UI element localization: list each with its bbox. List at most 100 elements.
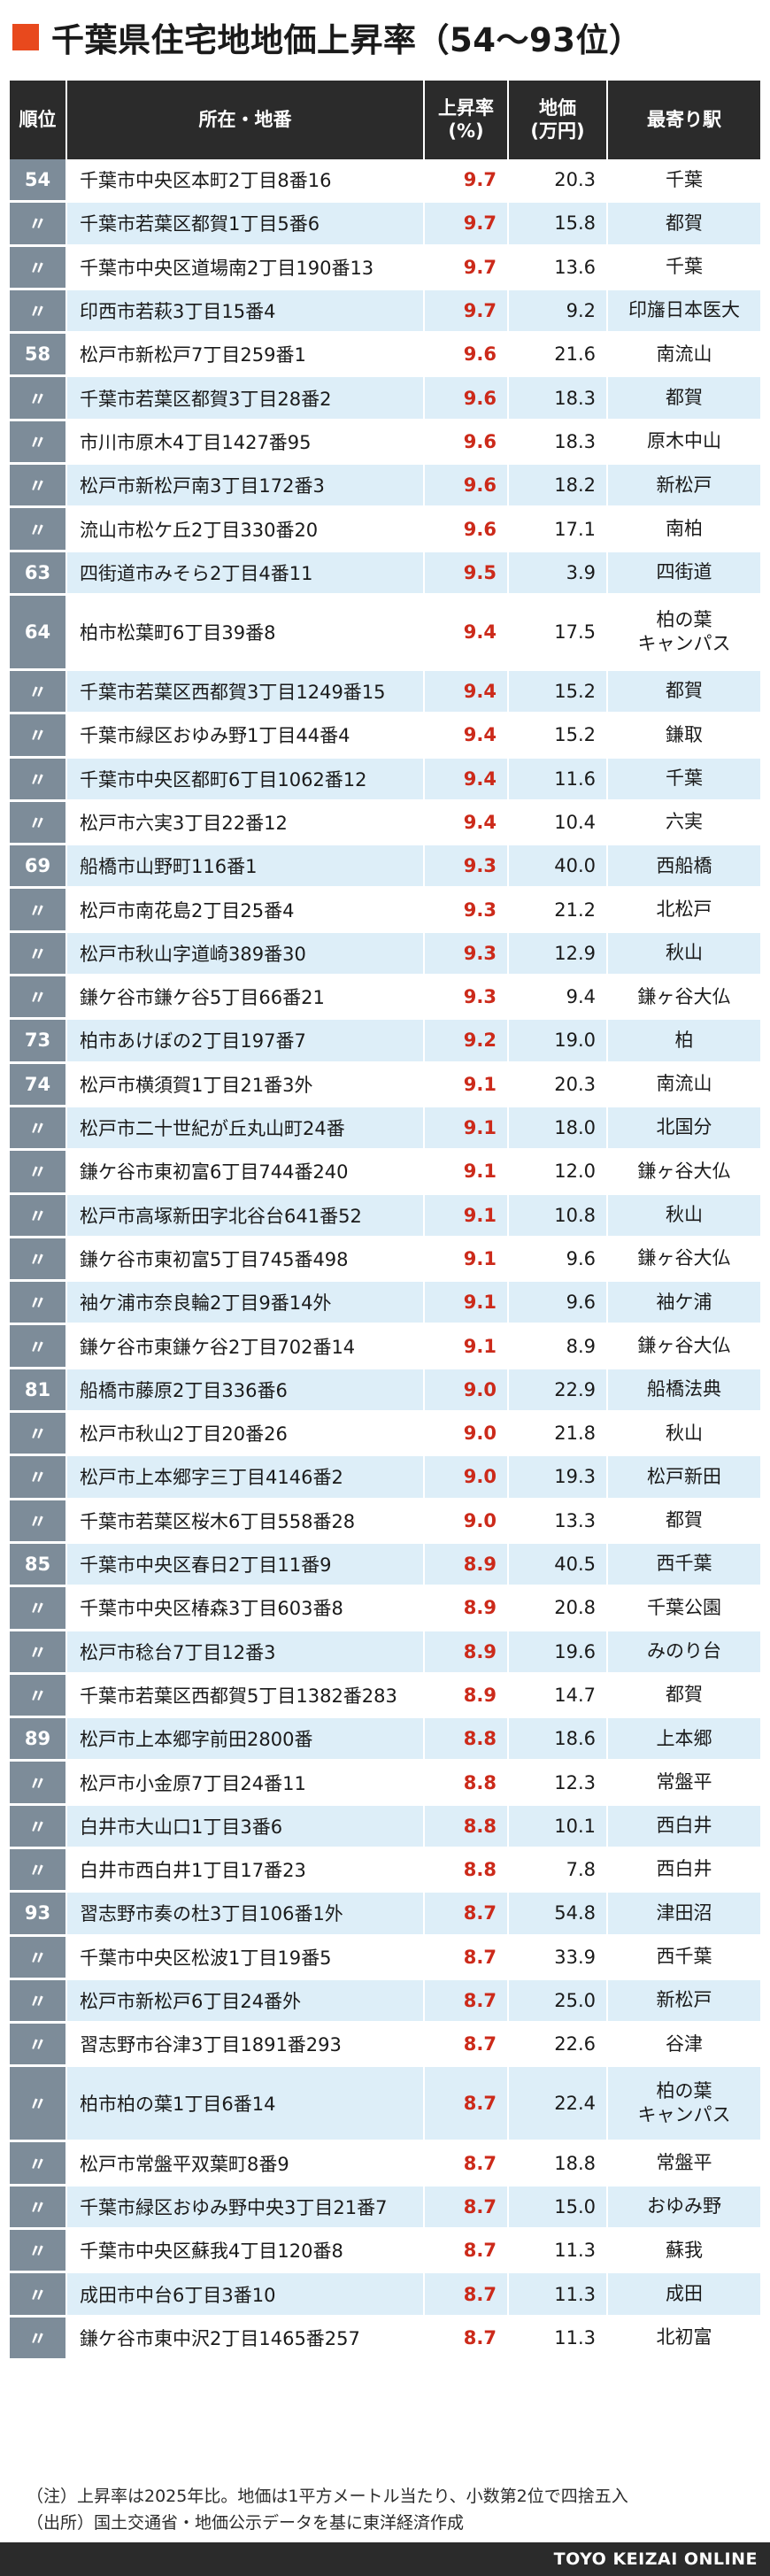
price-cell-text: 11.3 bbox=[554, 2283, 596, 2305]
station-cell: 松戸新田 bbox=[608, 1456, 760, 1498]
table-row: 〃 松戸市小金原7丁目24番11 8.8 12.3 常盤平 bbox=[10, 1762, 760, 1806]
table-row: 73 柏市あけぼの2丁目197番7 9.2 19.0 柏 bbox=[10, 1020, 760, 1064]
location-cell: 松戸市横須賀1丁目21番3外 bbox=[67, 1063, 425, 1105]
rank-cell-text: 〃 bbox=[28, 2241, 47, 2263]
price-cell-text: 10.8 bbox=[554, 1204, 596, 1226]
station-cell: 新松戸 bbox=[608, 465, 760, 506]
station-cell-text: 西白井 bbox=[656, 1858, 712, 1880]
location-cell: 鎌ケ谷市東中沢2丁目1465番257 bbox=[67, 2317, 425, 2358]
price-cell-text: 18.0 bbox=[554, 1117, 596, 1139]
rate-cell-text: 9.3 bbox=[463, 986, 497, 1008]
rate-cell: 9.6 bbox=[425, 508, 509, 550]
price-cell: 13.3 bbox=[509, 1500, 608, 1541]
station-cell-text: 成田 bbox=[666, 2282, 703, 2304]
price-cell-text: 10.4 bbox=[554, 812, 596, 833]
station-cell-text: 新松戸 bbox=[656, 1989, 712, 2011]
table-header: 順位 所在・地番 上昇率 (%) 地価 (万円) 最寄り駅 bbox=[10, 81, 760, 159]
rank-cell: 93 bbox=[10, 1893, 67, 1934]
price-cell: 8.9 bbox=[509, 1325, 608, 1367]
price-cell-text: 40.0 bbox=[554, 855, 596, 877]
location-cell: 鎌ケ谷市鎌ケ谷5丁目66番21 bbox=[67, 976, 425, 1018]
location-cell: 白井市大山口1丁目3番6 bbox=[67, 1805, 425, 1847]
table-row: 93 習志野市奏の杜3丁目106番1外 8.7 54.8 津田沼 bbox=[10, 1893, 760, 1937]
location-cell-text: 松戸市六実3丁目22番12 bbox=[80, 813, 288, 834]
rate-cell: 8.8 bbox=[425, 1718, 509, 1760]
rate-cell: 9.1 bbox=[425, 1238, 509, 1280]
location-cell-text: 松戸市二十世紀が丘丸山町24番 bbox=[80, 1118, 345, 1140]
station-cell-text: 北松戸 bbox=[656, 898, 712, 920]
rank-cell: 〃 bbox=[10, 1151, 67, 1192]
price-cell-text: 15.2 bbox=[554, 681, 596, 703]
rank-cell: 73 bbox=[10, 1020, 67, 1061]
price-cell-text: 17.5 bbox=[554, 621, 596, 643]
rank-cell: 〃 bbox=[10, 2067, 67, 2140]
station-cell: 都賀 bbox=[608, 203, 760, 244]
price-cell: 54.8 bbox=[509, 1893, 608, 1934]
price-cell-text: 13.3 bbox=[554, 1509, 596, 1531]
station-cell-text: 千葉公園 bbox=[647, 1596, 721, 1618]
rank-cell: 〃 bbox=[10, 1282, 67, 1323]
location-cell-text: 松戸市常盤平双葉町8番9 bbox=[80, 2153, 289, 2175]
location-cell-text: 千葉市中央区松波1丁目19番5 bbox=[80, 1947, 332, 1969]
rate-cell: 9.3 bbox=[425, 932, 509, 975]
price-cell-text: 15.2 bbox=[554, 724, 596, 746]
station-cell-text: 都賀 bbox=[666, 212, 703, 234]
table-body: 54 千葉市中央区本町2丁目8番16 9.7 20.3 千葉〃千葉市若葉区都賀1丁目5番… bbox=[10, 159, 760, 2361]
station-cell: 谷津 bbox=[608, 2024, 760, 2065]
rank-cell: 〃 bbox=[10, 508, 67, 550]
rate-cell: 9.7 bbox=[425, 289, 509, 332]
price-cell: 10.1 bbox=[509, 1805, 608, 1847]
rank-cell-text: 〃 bbox=[28, 1641, 47, 1663]
header-location-label: 所在・地番 bbox=[198, 108, 292, 130]
rate-cell-text: 9.4 bbox=[463, 621, 497, 643]
station-cell: 千葉 bbox=[608, 246, 760, 288]
rank-cell: 〃 bbox=[10, 2273, 67, 2315]
location-cell-text: 松戸市新松戸6丁目24番外 bbox=[80, 1991, 302, 2013]
station-cell-text: 新松戸 bbox=[656, 474, 712, 496]
station-cell: みのり台 bbox=[608, 1631, 760, 1672]
location-cell: 鎌ケ谷市東初富5丁目745番498 bbox=[67, 1238, 425, 1280]
rate-cell: 8.7 bbox=[425, 2024, 509, 2065]
location-cell-text: 習志野市奏の杜3丁目106番1外 bbox=[80, 1903, 343, 1925]
table-row: 74 松戸市横須賀1丁目21番3外 9.1 20.3 南流山 bbox=[10, 1063, 760, 1107]
location-cell: 千葉市中央区都町6丁目1062番12 bbox=[67, 758, 425, 799]
station-cell: 西千葉 bbox=[608, 1543, 760, 1585]
location-cell-text: 鎌ケ谷市東中沢2丁目1465番257 bbox=[80, 2327, 360, 2349]
rate-cell: 8.8 bbox=[425, 1848, 509, 1891]
station-cell-text: 鎌ヶ谷大仏 bbox=[637, 1334, 731, 1356]
rank-cell: 〃 bbox=[10, 420, 67, 463]
location-cell-text: 千葉市若葉区桜木6丁目558番28 bbox=[80, 1510, 356, 1532]
rank-cell: 〃 bbox=[10, 2230, 67, 2271]
table-row: 〃 松戸市常盤平双葉町8番9 8.7 18.8 常盤平 bbox=[10, 2142, 760, 2187]
rank-cell-text: 58 bbox=[24, 343, 51, 366]
rate-cell: 9.4 bbox=[425, 595, 509, 668]
location-cell-text: 千葉市中央区蘇我4丁目120番8 bbox=[80, 2241, 343, 2263]
rate-cell-text: 9.4 bbox=[463, 724, 497, 746]
station-cell: 鎌ヶ谷大仏 bbox=[608, 1238, 760, 1280]
station-cell: 鎌ヶ谷大仏 bbox=[608, 1325, 760, 1367]
location-cell-text: 鎌ケ谷市東鎌ケ谷2丁目702番14 bbox=[80, 1336, 356, 1358]
location-cell: 松戸市小金原7丁目24番11 bbox=[67, 1762, 425, 1803]
rank-cell-text: 〃 bbox=[28, 1118, 47, 1140]
station-cell: 鎌ヶ谷大仏 bbox=[608, 976, 760, 1018]
rate-cell-text: 9.1 bbox=[463, 1161, 497, 1183]
location-cell-text: 松戸市新松戸南3丁目172番3 bbox=[80, 475, 325, 497]
price-cell: 11.6 bbox=[509, 758, 608, 799]
price-cell: 11.3 bbox=[509, 2317, 608, 2358]
header-rank-label: 順位 bbox=[19, 108, 57, 130]
price-cell: 14.7 bbox=[509, 1674, 608, 1716]
rank-cell: 〃 bbox=[10, 1979, 67, 2022]
station-cell-text: 都賀 bbox=[666, 680, 703, 702]
rate-cell-text: 9.0 bbox=[463, 1466, 497, 1488]
station-cell: 都賀 bbox=[608, 670, 760, 713]
rank-cell-text: 〃 bbox=[28, 2094, 47, 2116]
price-cell: 9.2 bbox=[509, 289, 608, 332]
table-row: 〃 鎌ケ谷市東初富5丁目745番498 9.1 9.6 鎌ヶ谷大仏 bbox=[10, 1238, 760, 1283]
rate-cell-text: 9.0 bbox=[463, 1423, 497, 1445]
location-cell: 松戸市南花島2丁目25番4 bbox=[67, 889, 425, 930]
station-cell: 西白井 bbox=[608, 1848, 760, 1891]
header-rate: 上昇率 (%) bbox=[425, 81, 509, 159]
station-cell: 都賀 bbox=[608, 377, 760, 419]
location-cell: 松戸市二十世紀が丘丸山町24番 bbox=[67, 1107, 425, 1149]
station-cell: 印旛日本医大 bbox=[608, 289, 760, 332]
